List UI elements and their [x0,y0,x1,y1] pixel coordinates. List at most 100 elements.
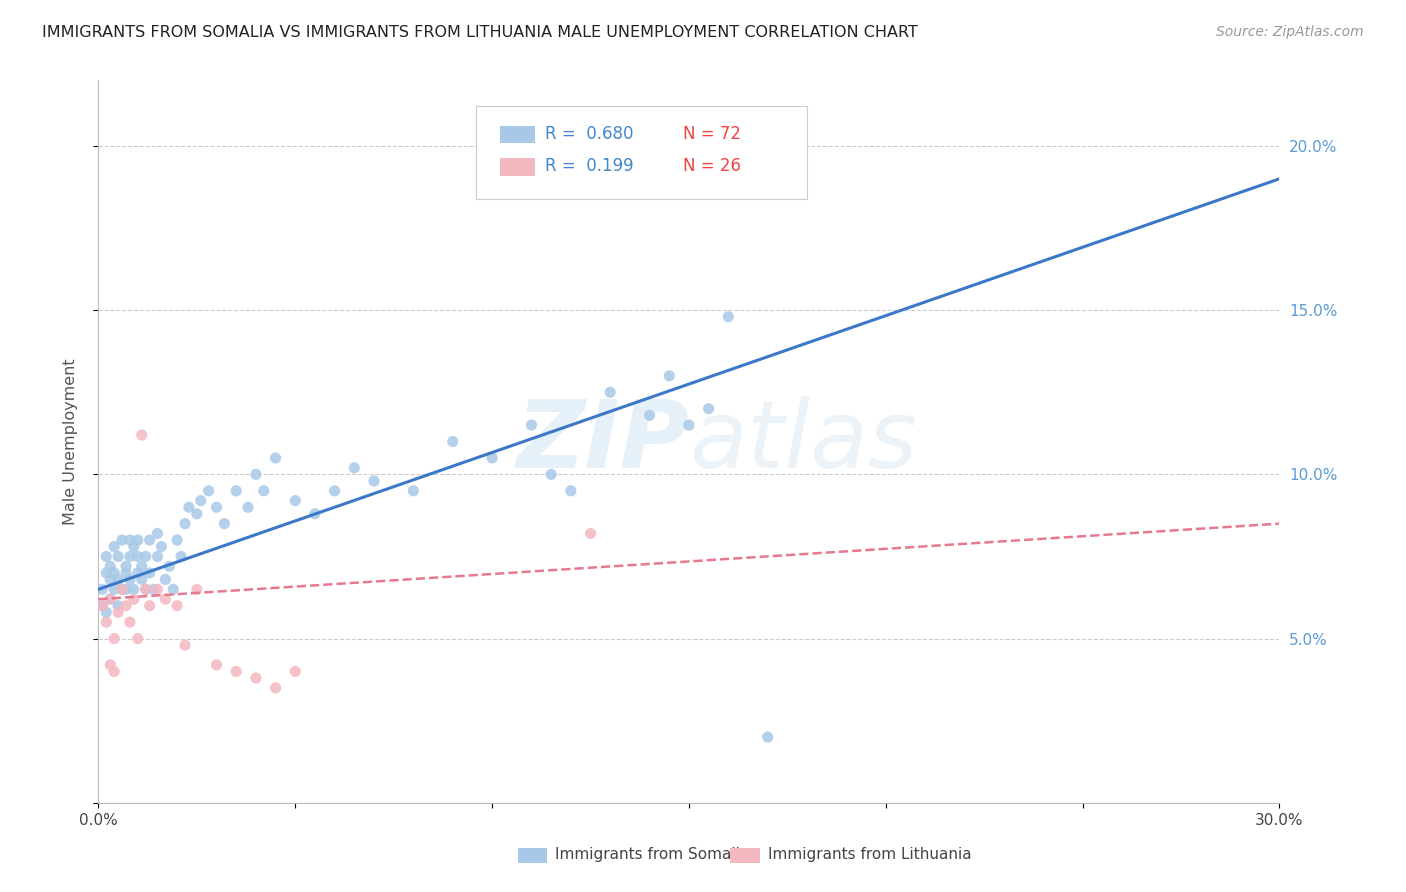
Point [131,428,153,442]
Point [245,467,267,482]
Point [107,605,129,619]
Point [599,385,621,400]
Text: IMMIGRANTS FROM SOMALIA VS IMMIGRANTS FROM LITHUANIA MALE UNEMPLOYMENT CORRELATI: IMMIGRANTS FROM SOMALIA VS IMMIGRANTS FR… [42,25,918,40]
Point [441,434,464,449]
Point [103,632,125,646]
Point [122,592,145,607]
Point [118,573,141,587]
Point [284,493,307,508]
FancyBboxPatch shape [501,158,536,176]
Point [174,638,197,652]
Point [205,500,228,515]
Point [115,566,138,580]
Point [157,559,180,574]
Point [122,540,145,554]
Text: ZIP: ZIP [516,395,689,488]
Point [127,632,149,646]
Text: atlas: atlas [689,396,917,487]
Point [678,418,700,433]
Point [174,516,197,531]
Point [697,401,720,416]
Y-axis label: Male Unemployment: Male Unemployment [63,359,77,524]
FancyBboxPatch shape [517,847,547,863]
Point [146,582,169,597]
Point [135,582,157,597]
Point [107,573,129,587]
Point [166,533,188,547]
Point [560,483,582,498]
Point [197,483,219,498]
Point [107,599,129,613]
Point [135,549,157,564]
Point [186,507,208,521]
Point [138,599,160,613]
Point [115,599,138,613]
Point [131,573,153,587]
Point [402,483,425,498]
Point [98,592,121,607]
Point [115,582,138,597]
FancyBboxPatch shape [730,847,759,863]
Point [481,450,503,465]
Point [111,582,134,597]
Point [103,540,125,554]
Point [98,657,121,672]
Point [107,549,129,564]
Point [236,500,259,515]
Point [127,533,149,547]
Point [717,310,740,324]
Point [150,540,173,554]
Point [638,409,661,423]
Point [118,615,141,630]
Point [205,657,228,672]
Point [170,549,193,564]
Text: R =  0.199: R = 0.199 [546,157,634,175]
Point [214,516,236,531]
Point [225,665,247,679]
Point [96,605,118,619]
Point [162,582,184,597]
Point [579,526,602,541]
Point [111,533,134,547]
Point [91,599,114,613]
Point [190,493,212,508]
Text: Source: ZipAtlas.com: Source: ZipAtlas.com [1216,25,1364,39]
Point [142,582,165,597]
Text: Immigrants from Somalia: Immigrants from Somalia [555,847,749,862]
Point [756,730,779,744]
Point [343,460,366,475]
Text: R =  0.680: R = 0.680 [546,125,633,143]
Point [146,526,169,541]
Point [118,549,141,564]
Point [98,559,121,574]
Point [96,615,118,630]
Point [540,467,562,482]
Text: Immigrants from Lithuania: Immigrants from Lithuania [768,847,972,862]
Point [96,566,118,580]
Point [103,566,125,580]
FancyBboxPatch shape [501,126,536,143]
Point [138,566,160,580]
Point [98,592,121,607]
Point [146,549,169,564]
Point [177,500,200,515]
Point [155,592,177,607]
Point [166,599,188,613]
Point [658,368,681,383]
Point [91,599,114,613]
Point [103,665,125,679]
Point [91,582,114,597]
Point [111,582,134,597]
Point [264,681,287,695]
Point [96,549,118,564]
Point [520,418,543,433]
Text: N = 72: N = 72 [683,125,741,143]
Point [127,549,149,564]
Point [122,582,145,597]
Point [284,665,307,679]
Point [98,573,121,587]
FancyBboxPatch shape [477,105,807,200]
Point [323,483,346,498]
Point [186,582,208,597]
Point [131,559,153,574]
